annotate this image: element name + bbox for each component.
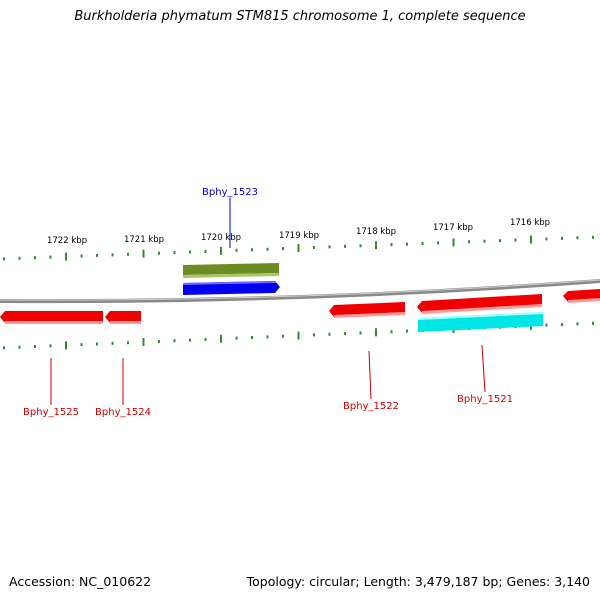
gene-label-bphy-1525[interactable]: Bphy_1525 [23,407,79,418]
gene-cyan[interactable] [418,312,543,332]
label-line-bphy-1522 [368,350,372,400]
scale-label-1721: 1721 kbp [124,235,164,245]
scale-label-1719: 1719 kbp [279,231,319,241]
scale-label-1720: 1720 kbp [201,233,241,243]
gene-label-bphy-1524[interactable]: Bphy_1524 [95,407,151,418]
map-title: Burkholderia phymatum STM815 chromosome … [74,9,526,24]
scale-label-1716: 1716 kbp [510,218,550,228]
label-line-bphy-1521 [481,344,486,393]
gene-edge[interactable] [563,289,600,303]
gene-label-bphy-1521[interactable]: Bphy_1521 [457,394,513,405]
scale-label-1722: 1722 kbp [47,236,87,246]
gene-bphy-1522[interactable] [329,302,405,318]
chromosome-backbone [0,279,600,304]
gene-label-bphy-1523[interactable]: Bphy_1523 [202,187,258,198]
scale-label-1718: 1718 kbp [356,227,396,237]
gene-bphy-1524[interactable] [105,311,141,324]
gene-olive[interactable] [183,263,279,278]
scale-labels: 1722 kbp 1721 kbp 1720 kbp 1719 kbp 1718… [47,218,550,246]
gene-bphy-1523[interactable] [183,281,280,295]
gene-bphy-1525[interactable] [0,311,103,324]
gene-bphy-1521[interactable] [417,294,542,314]
gene-label-bphy-1522[interactable]: Bphy_1522 [343,401,399,412]
scale-label-1717: 1717 kbp [433,223,473,233]
topology-text: Topology: circular; Length: 3,479,187 bp… [246,574,590,589]
outer-tick-track [3,235,594,261]
accession-text: Accession: NC_010622 [9,574,152,589]
